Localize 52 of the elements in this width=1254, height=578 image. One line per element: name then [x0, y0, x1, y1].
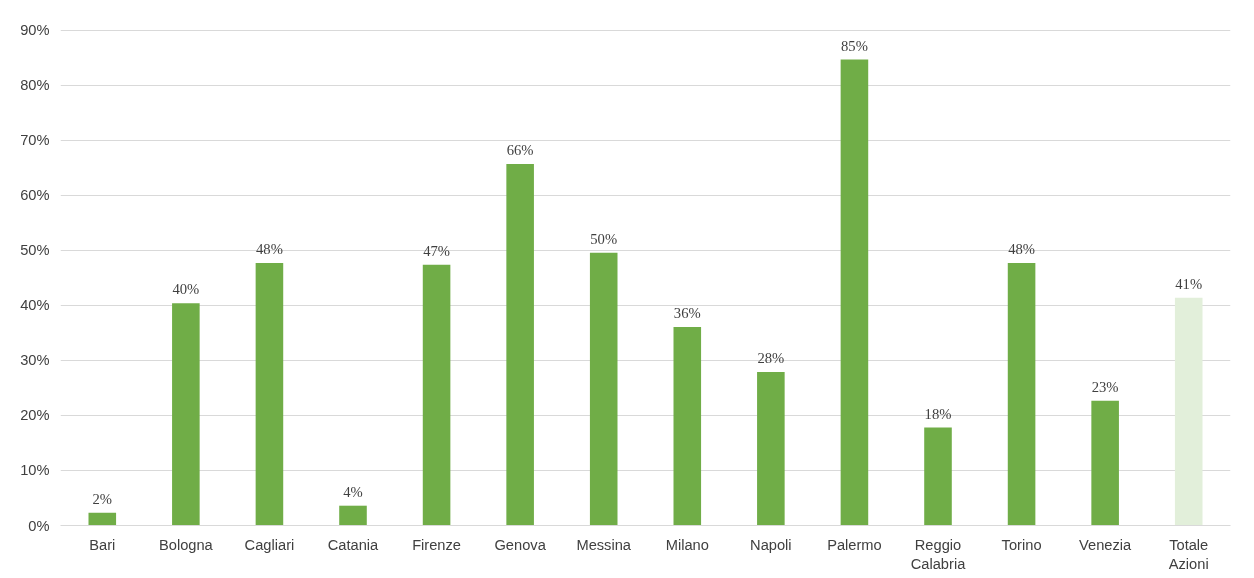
y-tick-label: 30%: [20, 352, 50, 369]
data-label: 47%: [423, 242, 451, 259]
x-tick-label: Cagliari: [244, 536, 295, 553]
bar: [506, 164, 534, 526]
x-tick-label: Bari: [89, 536, 116, 553]
data-label: 28%: [757, 350, 785, 367]
bar: [589, 252, 618, 526]
bar: [422, 264, 451, 526]
data-label: 18%: [924, 405, 952, 422]
y-tick-label: 60%: [20, 187, 50, 204]
y-tick-label: 50%: [20, 242, 50, 259]
x-tick-label: Venezia: [1079, 536, 1133, 553]
data-label: 50%: [590, 230, 618, 247]
x-tick-label: Firenze: [412, 536, 462, 553]
y-tick-label: 0%: [28, 517, 50, 534]
x-tick-label: Milano: [665, 536, 709, 553]
y-tick-label: 90%: [20, 22, 50, 39]
data-label: 40%: [172, 281, 200, 298]
data-label: 2%: [92, 490, 113, 507]
y-tick-label: 70%: [20, 132, 50, 149]
data-label: 4%: [343, 483, 363, 500]
y-tick-label: 80%: [20, 77, 50, 94]
y-tick-label: 10%: [20, 462, 50, 479]
x-tick-label: Napoli: [750, 536, 792, 553]
data-label: 66%: [506, 142, 534, 159]
bar: [255, 263, 284, 526]
bar: [172, 303, 200, 526]
x-tick-label: Reggio Calabria: [910, 536, 967, 572]
y-tick-label: 40%: [20, 297, 50, 314]
x-tick-label: Catania: [327, 536, 380, 553]
y-tick-label: 20%: [20, 407, 50, 424]
bar: [1091, 400, 1119, 526]
bar: [757, 372, 785, 526]
bar: [673, 326, 702, 526]
bar: [840, 59, 869, 526]
x-tick-label: Totale Azioni: [1168, 536, 1209, 572]
data-label: 36%: [673, 304, 701, 321]
x-tick-label: Bologna: [158, 536, 214, 553]
bar: [924, 427, 952, 526]
bar: [88, 512, 117, 526]
data-label: 23%: [1091, 378, 1119, 395]
x-tick-label: Palermo: [827, 536, 882, 553]
bar: [1174, 297, 1203, 526]
x-tick-label: Messina: [576, 536, 632, 553]
data-label: 41%: [1175, 275, 1203, 292]
data-label: 85%: [841, 37, 868, 54]
x-tick-label: Torino: [1001, 536, 1042, 553]
data-label: 48%: [1008, 241, 1036, 258]
bar: [339, 505, 367, 526]
bar: [1007, 263, 1036, 526]
x-tick-label: Genova: [494, 536, 547, 553]
data-label: 48%: [256, 241, 283, 258]
